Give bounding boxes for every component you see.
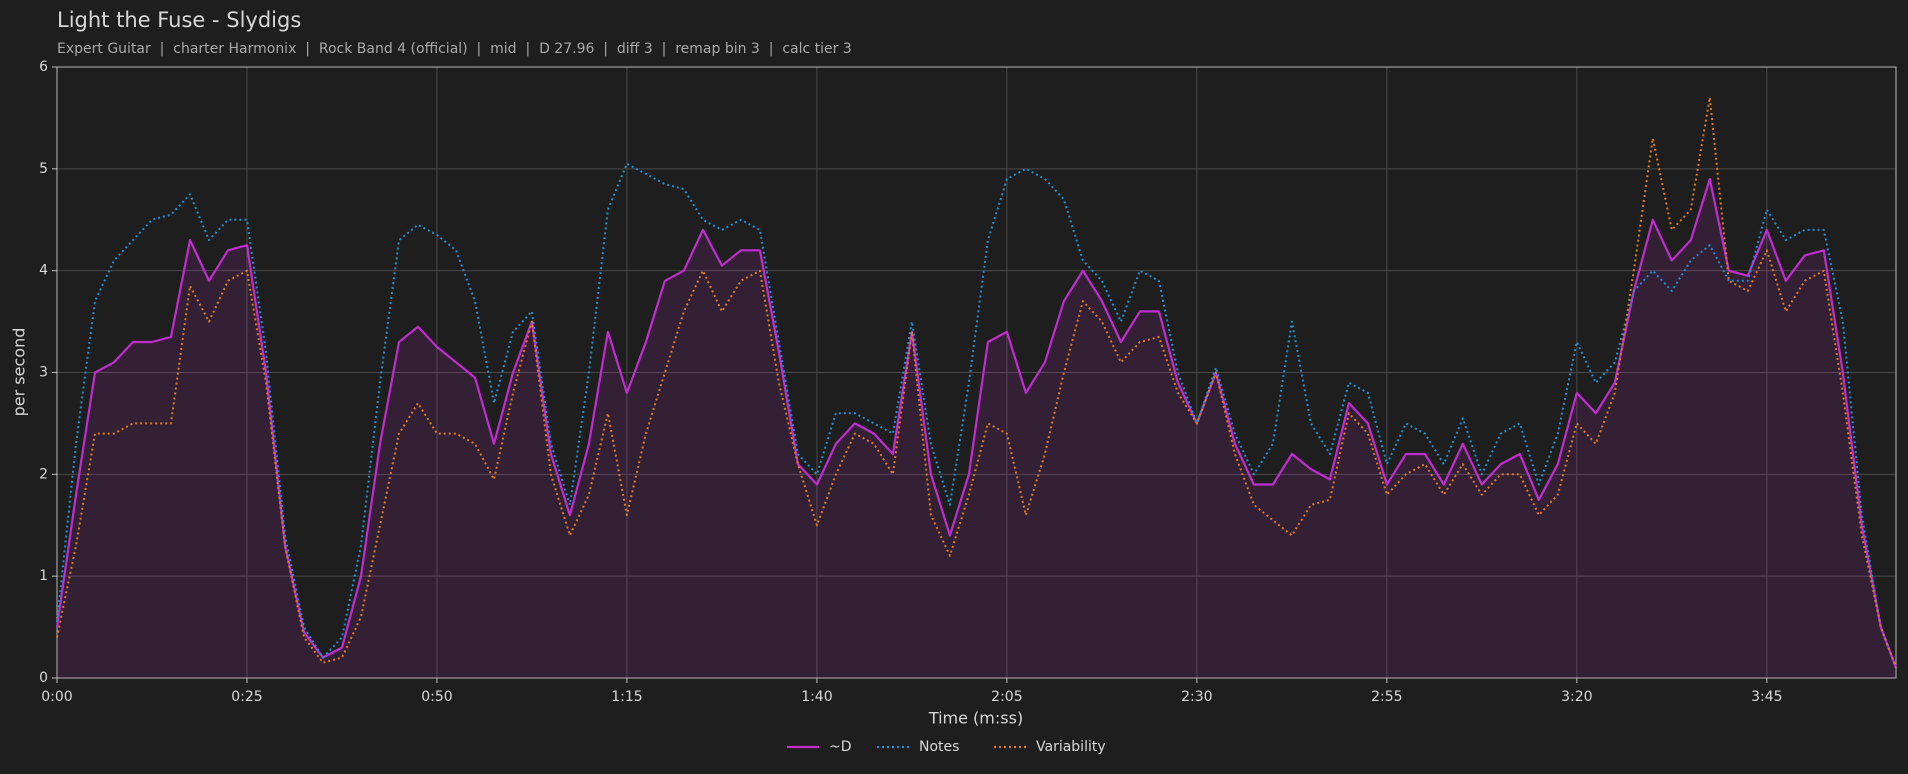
y-tick-label: 4 [39,263,48,279]
x-axis-label: Time (m:ss) [928,709,1023,728]
legend-label: ~D [829,739,852,755]
legend-label: Notes [919,739,959,755]
x-tick-label: 3:20 [1561,689,1592,705]
x-tick-label: 3:45 [1751,689,1782,705]
legend-label: Variability [1036,739,1106,755]
y-tick-label: 0 [39,670,48,686]
y-tick-label: 1 [39,568,48,584]
y-tick-label: 2 [39,466,48,482]
x-tick-label: 2:05 [991,689,1022,705]
chart-subtitle: Expert Guitar | charter Harmonix | Rock … [57,41,852,57]
plot-frame [56,66,1897,679]
x-tick-label: 2:55 [1371,689,1402,705]
y-tick-label: 6 [39,59,48,75]
y-axis-label: per second [10,328,29,417]
line [56,162,1897,669]
x-tick-label: 1:15 [611,689,642,705]
x-tick-label: 0:25 [231,689,262,705]
y-tick-label: 3 [39,365,48,381]
y-tick-label: 5 [39,161,48,177]
x-tick-label: 1:40 [801,689,832,705]
x-tick-label: 0:00 [41,689,72,705]
chart-title: Light the Fuse - Slydigs [57,8,301,32]
line [55,177,1898,669]
x-tick-label: 2:30 [1181,689,1212,705]
x-tick-label: 0:50 [421,689,452,705]
